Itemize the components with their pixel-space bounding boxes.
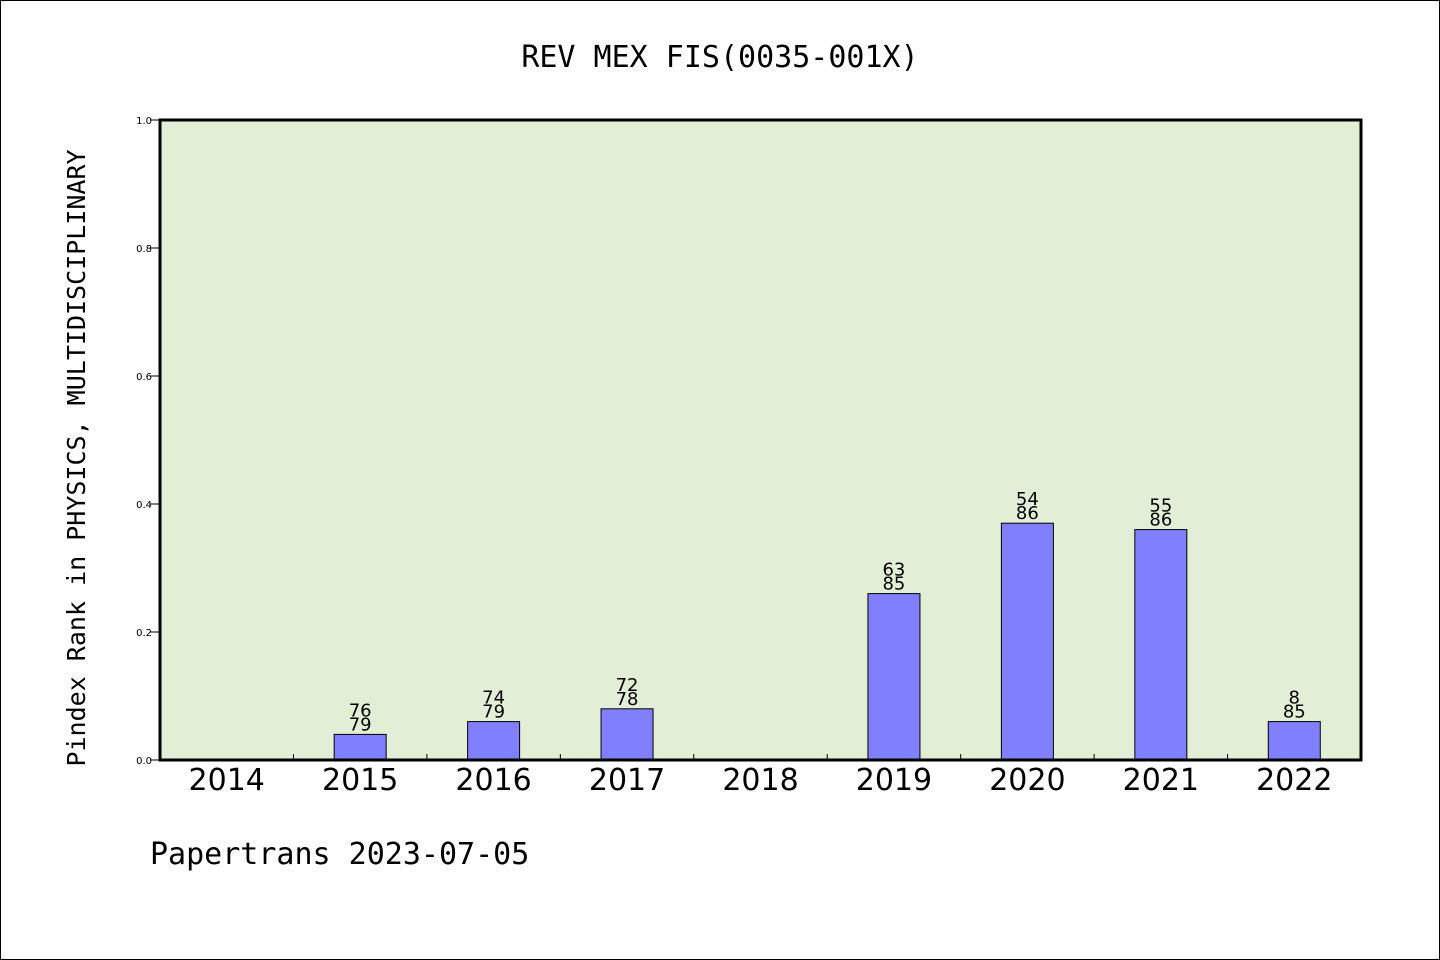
y-tick-label: 1.0 xyxy=(136,116,152,127)
bar-label-bottom: 86 xyxy=(1016,503,1039,524)
bar-label-top: 76 xyxy=(349,700,372,721)
y-tick-label: 0.0 xyxy=(136,756,152,767)
y-tick-label: 0.2 xyxy=(136,628,152,639)
x-tick-label: 2017 xyxy=(589,763,665,798)
x-tick-label: 2022 xyxy=(1256,763,1332,798)
x-tick-label: 2014 xyxy=(189,763,265,798)
x-tick-label: 2021 xyxy=(1123,763,1199,798)
bar-label-top: 54 xyxy=(1016,489,1039,510)
bar-label-bottom: 85 xyxy=(882,574,905,595)
bar-2019 xyxy=(867,593,921,761)
bar-label-top: 72 xyxy=(616,675,639,696)
y-tick-label: 0.8 xyxy=(136,244,152,255)
bar-label-bottom: 85 xyxy=(1283,702,1306,723)
bar-label-bottom: 79 xyxy=(482,702,505,723)
bar-label-top: 55 xyxy=(1149,496,1172,517)
y-tick-label: 0.6 xyxy=(136,372,152,383)
bar-2016 xyxy=(467,721,521,761)
x-tick-label: 2019 xyxy=(856,763,932,798)
footer-credit: Papertrans 2023-07-05 xyxy=(150,837,529,872)
bar-label-top: 74 xyxy=(482,688,505,709)
y-axis-ticks: 0.0 0.2 0.4 0.6 0.8 1.0 xyxy=(136,116,160,767)
x-axis-ticks: 2014 2015 2016 2017 2018 2019 2020 2021 2022 xyxy=(189,754,1332,798)
bar-2022 xyxy=(1267,721,1321,761)
bar-2017 xyxy=(600,708,654,761)
x-tick-label: 2015 xyxy=(322,763,398,798)
x-tick-label: 2020 xyxy=(989,763,1065,798)
chart-title: REV MEX FIS(0035-001X) xyxy=(521,40,918,75)
bar-label-bottom: 79 xyxy=(349,714,372,735)
bar-label-bottom: 86 xyxy=(1149,510,1172,531)
bars-group xyxy=(333,522,1321,761)
bar-2021 xyxy=(1134,529,1188,761)
plot-border xyxy=(158,118,1363,762)
bar-label-bottom: 78 xyxy=(616,689,639,710)
bar-2015 xyxy=(333,733,387,761)
bar-2020 xyxy=(1000,522,1054,761)
x-tick-label: 2016 xyxy=(455,763,531,798)
y-tick-label: 0.4 xyxy=(136,500,152,511)
bar-label-top: 8 xyxy=(1289,688,1300,709)
bar-label-top: 63 xyxy=(882,560,905,581)
y-axis-label: Pindex Rank in PHYSICS, MULTIDISCIPLINAR… xyxy=(62,149,91,766)
x-tick-label: 2018 xyxy=(722,763,798,798)
